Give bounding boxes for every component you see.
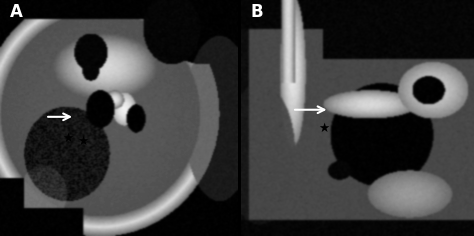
Text: B: B xyxy=(250,3,263,21)
Text: ★: ★ xyxy=(62,131,73,145)
Text: A: A xyxy=(9,3,22,21)
Text: ★: ★ xyxy=(318,122,329,135)
Text: ★: ★ xyxy=(78,135,89,148)
